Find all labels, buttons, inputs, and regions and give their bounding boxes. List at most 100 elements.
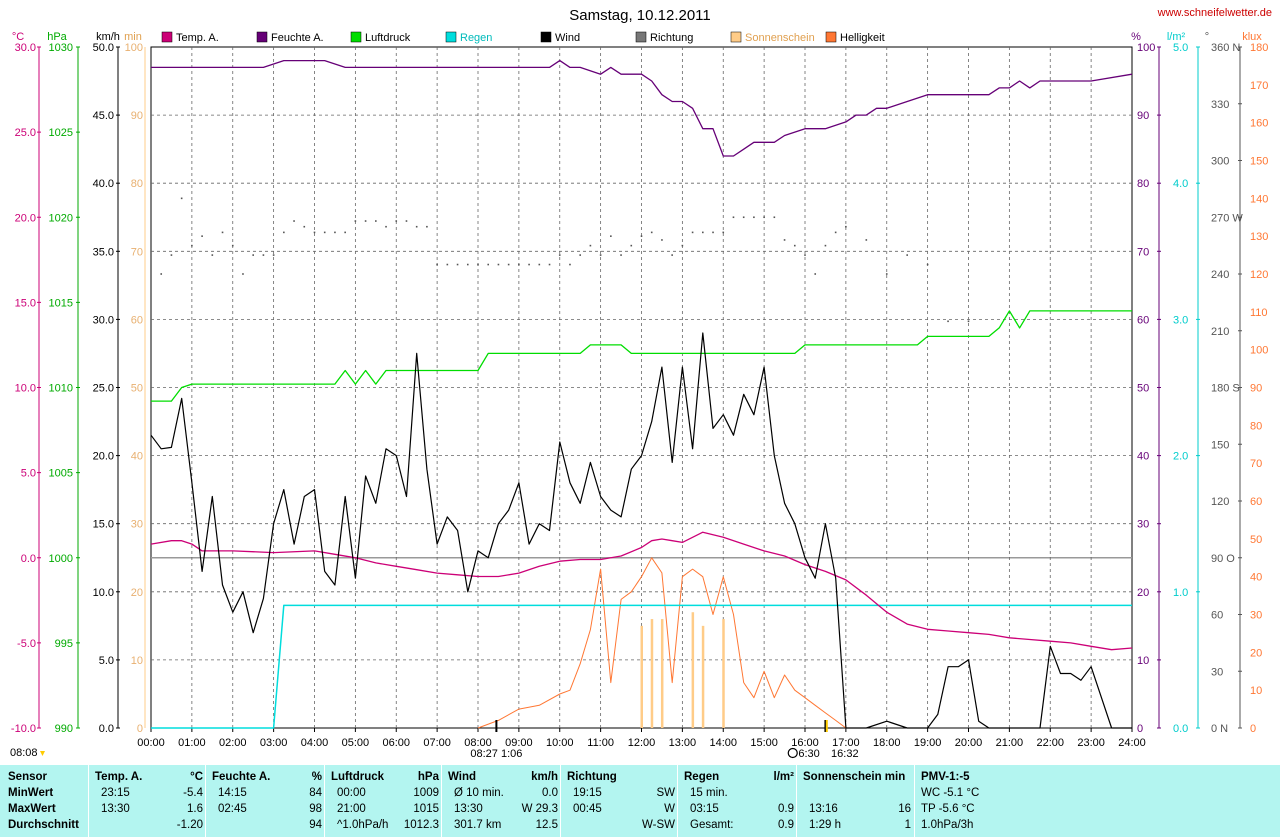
- time-tick-label: 20:00: [955, 737, 983, 749]
- stats-time: 13:30: [454, 803, 483, 815]
- legend-label: Richtung: [650, 32, 693, 44]
- legend-swatch: [256, 31, 268, 43]
- lux-tick-label: 30: [1250, 610, 1262, 622]
- time-tick-label: 07:00: [423, 737, 451, 749]
- moon-label: 6:30: [798, 748, 819, 760]
- lux-tick-label: 160: [1250, 118, 1268, 130]
- direction-point: [793, 244, 796, 247]
- temp-tick-label: -10.0: [11, 723, 36, 735]
- axis-unit-label: min: [124, 31, 142, 43]
- wind-tick-label: 20.0: [93, 451, 114, 463]
- legend-swatch: [825, 31, 837, 43]
- sun-tick-label: 70: [131, 246, 143, 258]
- pressure-tick-label: 1025: [49, 127, 73, 139]
- direction-point: [661, 239, 663, 241]
- temp-tick-label: 20.0: [15, 212, 36, 224]
- time-tick-label: 05:00: [342, 737, 370, 749]
- stats-time: 1.0hPa/3h: [921, 819, 974, 831]
- lux-tick-label: 10: [1250, 685, 1262, 697]
- direction-point: [773, 216, 776, 219]
- direction-point: [834, 231, 837, 234]
- sun-tick-label: 0: [137, 723, 143, 735]
- stats-value: 1012.3: [403, 819, 439, 831]
- direction-point: [497, 263, 500, 266]
- rain-tick-label: 1.0: [1173, 587, 1188, 599]
- direction-point: [558, 254, 561, 256]
- stats-divider: [796, 765, 797, 837]
- direction-point: [824, 244, 827, 247]
- direction-point: [599, 254, 602, 256]
- sun-tick-label: 100: [125, 42, 143, 54]
- direction-point: [702, 231, 704, 234]
- direction-point: [180, 197, 183, 200]
- direction-tick-label: 60: [1211, 610, 1223, 622]
- direction-point: [528, 263, 530, 266]
- stats-value: 1009: [413, 787, 439, 799]
- direction-point: [313, 231, 316, 234]
- humidity-tick-label: 10: [1137, 655, 1149, 667]
- humidity-tick-label: 30: [1137, 519, 1149, 531]
- stats-time: 19:15: [573, 787, 602, 799]
- direction-point: [252, 254, 254, 256]
- direction-point: [354, 220, 357, 222]
- direction-point: [947, 320, 949, 323]
- rain-tick-label: 2.0: [1173, 451, 1188, 463]
- helligkeit-line: [477, 557, 847, 729]
- legend-label: Temp. A.: [176, 32, 219, 44]
- stats-column-title: Wind: [448, 771, 476, 783]
- direction-point: [885, 273, 888, 275]
- direction-point: [926, 263, 929, 266]
- stats-column-title: Sonnenschein min: [803, 771, 906, 783]
- direction-point: [630, 244, 633, 247]
- stats-time: 21:00: [337, 803, 366, 815]
- stats-value: W: [664, 803, 675, 815]
- stats-column-title: Richtung: [567, 771, 617, 783]
- legend-swatch: [730, 31, 742, 43]
- humidity-tick-label: 90: [1137, 110, 1149, 122]
- direction-point: [845, 225, 847, 228]
- direction-point: [395, 220, 398, 222]
- sun-tick-label: 30: [131, 519, 143, 531]
- stats-value: 84: [309, 787, 322, 799]
- time-tick-label: 01:00: [178, 737, 206, 749]
- wind-tick-label: 5.0: [99, 655, 114, 667]
- sun-tick-label: 20: [131, 587, 143, 599]
- stats-time: 301.7 km: [454, 819, 502, 831]
- direction-point: [272, 254, 275, 256]
- pressure-tick-label: 1030: [49, 42, 73, 54]
- legend-label: Regen: [460, 32, 492, 44]
- direction-point: [804, 254, 806, 256]
- direction-point: [579, 254, 581, 256]
- temp-tick-label: -5.0: [17, 638, 36, 650]
- stats-divider: [677, 765, 678, 837]
- time-tick-label: 24:00: [1118, 737, 1146, 749]
- stats-value: 16: [898, 803, 911, 815]
- website-link[interactable]: www.schneifelwetter.de: [1157, 7, 1272, 19]
- axis-unit-label: %: [1131, 31, 1141, 43]
- direction-point: [477, 263, 479, 266]
- stats-value: 12.5: [535, 819, 558, 831]
- direction-tick-label: 210: [1211, 326, 1229, 338]
- direction-point: [415, 225, 418, 228]
- sunshine-bar: [722, 619, 725, 728]
- lux-tick-label: 80: [1250, 420, 1262, 432]
- stats-row-label: MinWert: [8, 787, 54, 799]
- stats-time: 03:15: [690, 803, 719, 815]
- sun-tick-label: 40: [131, 451, 143, 463]
- time-tick-label: 16:00: [791, 737, 819, 749]
- wind-line: [150, 332, 1132, 729]
- direction-point: [385, 225, 387, 228]
- legend-label: Luftdruck: [365, 32, 411, 44]
- direction-point: [262, 254, 265, 256]
- sunset-label: 16:32: [831, 748, 859, 760]
- direction-point: [671, 254, 673, 256]
- direction-point: [231, 244, 234, 247]
- stats-divider: [205, 765, 206, 837]
- temp-tick-label: 25.0: [15, 127, 36, 139]
- direction-tick-label: 270 W: [1211, 212, 1243, 224]
- direction-point: [323, 231, 326, 234]
- direction-point: [691, 231, 694, 234]
- stats-value: 0.9: [778, 803, 794, 815]
- lux-tick-label: 110: [1250, 307, 1268, 319]
